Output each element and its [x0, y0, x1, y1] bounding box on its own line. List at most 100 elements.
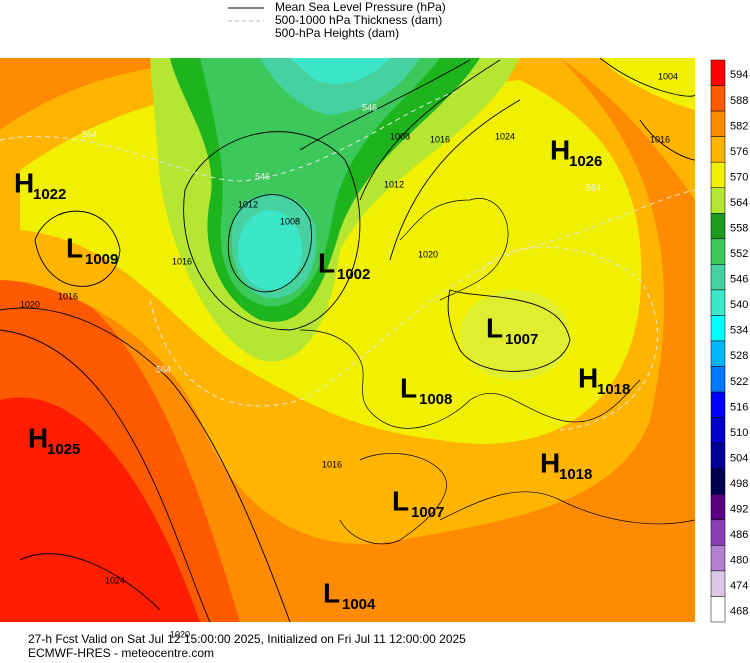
- center-letter: L: [318, 247, 335, 278]
- field: [290, 58, 390, 84]
- center-value: 1002: [337, 266, 370, 283]
- center-value: 1018: [597, 381, 630, 398]
- center-letter: L: [486, 312, 503, 343]
- center-letter: L: [66, 232, 83, 263]
- colorbar-swatch: [710, 187, 726, 214]
- thickness-lines: [0, 89, 695, 431]
- center-letter: H: [14, 167, 34, 198]
- colorbar-swatch: [710, 289, 726, 316]
- center-value: 1026: [569, 153, 602, 170]
- colorbar-swatch: [710, 315, 726, 342]
- contour-label: 1008: [390, 131, 410, 141]
- colorbar-label: 528: [730, 350, 748, 362]
- coastlines: [299, 198, 695, 545]
- colorbar-label: 516: [730, 401, 748, 413]
- field: [460, 290, 570, 380]
- contour-label: 1012: [384, 179, 404, 189]
- contour-label: 1020: [20, 299, 40, 309]
- colorbar-label: 552: [730, 248, 748, 260]
- colorbar-swatch: [710, 545, 726, 572]
- footer-text: ECMWF-HRES - meteocentre.com: [28, 646, 214, 658]
- center-letter: H: [28, 422, 48, 453]
- center-value: 1007: [411, 504, 444, 521]
- colorbar-swatch: [710, 213, 726, 240]
- contour-label: 546: [362, 102, 377, 112]
- colorbar-label: 480: [730, 555, 748, 567]
- colorbar-label: 468: [730, 606, 748, 618]
- center-value: 1025: [47, 441, 80, 458]
- center-value: 1007: [505, 331, 538, 348]
- center-letter: L: [392, 485, 409, 516]
- contour-label: 546: [255, 171, 270, 181]
- colorbar-label: 486: [730, 529, 748, 541]
- contour-label: 1020: [418, 249, 438, 259]
- center-letter: H: [540, 447, 560, 478]
- colorbar-label: 570: [730, 171, 748, 183]
- colorbar-label: 504: [730, 452, 748, 464]
- colorbar-label: 510: [730, 427, 748, 439]
- center-value: 1008: [419, 391, 452, 408]
- contour-label: 1004: [658, 71, 678, 81]
- colorbar-label: 540: [730, 299, 748, 311]
- colorbar: 594 588 582 576 570 564 558 552 546 540 534 528 522 5…: [710, 59, 748, 623]
- colorbar-swatch: [710, 85, 726, 112]
- colorbar-label: 558: [730, 223, 748, 235]
- contour-label: 564: [156, 364, 171, 374]
- colorbar-swatch: [710, 136, 726, 163]
- footer-text: 27-h Fcst Valid on Sat Jul 12 15:00:00 2…: [28, 632, 466, 646]
- contour-label: 1016: [322, 459, 342, 469]
- colorbar-swatch: [710, 264, 726, 291]
- map: [0, 58, 695, 622]
- colorbar-swatch: [710, 59, 726, 86]
- colorbar-swatch: [710, 110, 726, 137]
- legend: Mean Sea Level Pressure (hPa) 500-1000 h…: [228, 0, 446, 40]
- colorbar-swatch: [710, 417, 726, 444]
- colorbar-swatch: [710, 366, 726, 393]
- colorbar-label: 534: [730, 325, 748, 337]
- center-letter: H: [578, 362, 598, 393]
- contour-label: 1024: [495, 131, 515, 141]
- colorbar-label: 498: [730, 478, 748, 490]
- contour-label: 564: [82, 129, 97, 139]
- legend-text: Mean Sea Level Pressure (hPa): [275, 0, 446, 14]
- field: [238, 210, 302, 290]
- contour-label: 1016: [430, 134, 450, 144]
- legend-text: 500-hPa Heights (dam): [275, 26, 399, 40]
- contour-label: 1020: [170, 629, 190, 639]
- contour-label: 1016: [172, 256, 192, 266]
- isobars: [0, 58, 695, 622]
- colorbar-swatch: [710, 494, 726, 521]
- contour-label: 1008: [280, 216, 300, 226]
- colorbar-swatch: [710, 570, 726, 597]
- center-letter: L: [323, 577, 340, 608]
- colorbar-label: 492: [730, 504, 748, 516]
- center-letter: L: [400, 372, 417, 403]
- colorbar-swatch: [710, 468, 726, 495]
- colorbar-swatch: [710, 442, 726, 469]
- contour-label: 1016: [58, 291, 78, 301]
- colorbar-swatch: [710, 161, 726, 188]
- center-value: 1009: [85, 251, 118, 268]
- colorbar-label: 522: [730, 376, 748, 388]
- center-value: 1004: [342, 596, 376, 613]
- colorbar-swatch: [710, 340, 726, 367]
- colorbar-label: 594: [730, 69, 748, 81]
- contour-label: 1012: [238, 199, 258, 209]
- contour-labels: 1016 1020 1016 1012 1008 1008 1012 1016 1024 1020…: [20, 71, 678, 639]
- center-letter: H: [550, 134, 570, 165]
- field: [0, 397, 200, 622]
- field: [600, 58, 695, 110]
- contour-label: 1016: [650, 134, 670, 144]
- center-value: 1022: [33, 186, 66, 203]
- colorbar-swatch: [710, 519, 726, 546]
- field: [260, 58, 420, 115]
- colorbar-swatch: [710, 238, 726, 265]
- colorbar-label: 582: [730, 120, 748, 132]
- colorbar-label: 474: [730, 580, 748, 592]
- colorbar-label: 546: [730, 274, 748, 286]
- colorbar-label: 588: [730, 95, 748, 107]
- colorbar-swatch: [710, 596, 726, 623]
